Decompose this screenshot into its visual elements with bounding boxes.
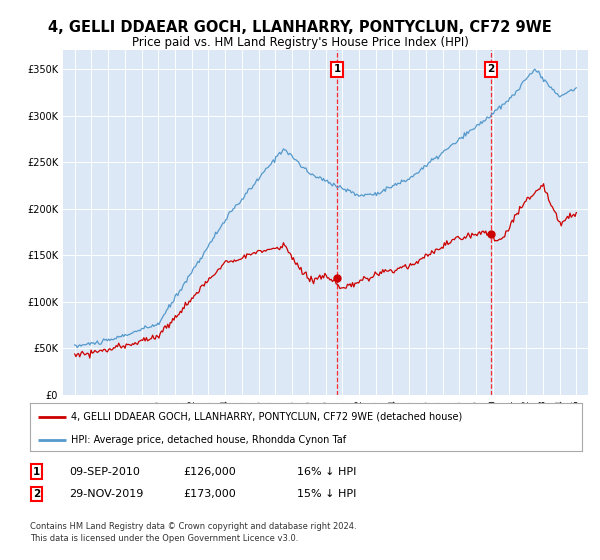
Text: 2: 2 — [488, 64, 495, 74]
Text: HPI: Average price, detached house, Rhondda Cynon Taf: HPI: Average price, detached house, Rhon… — [71, 435, 347, 445]
Text: 1: 1 — [334, 64, 341, 74]
Text: 2: 2 — [33, 489, 40, 499]
Text: Contains HM Land Registry data © Crown copyright and database right 2024.
This d: Contains HM Land Registry data © Crown c… — [30, 522, 356, 543]
Text: 09-SEP-2010: 09-SEP-2010 — [69, 466, 140, 477]
Text: 1: 1 — [33, 466, 40, 477]
Text: 15% ↓ HPI: 15% ↓ HPI — [297, 489, 356, 499]
Text: Price paid vs. HM Land Registry's House Price Index (HPI): Price paid vs. HM Land Registry's House … — [131, 36, 469, 49]
Text: 4, GELLI DDAEAR GOCH, LLANHARRY, PONTYCLUN, CF72 9WE: 4, GELLI DDAEAR GOCH, LLANHARRY, PONTYCL… — [48, 20, 552, 35]
Text: 29-NOV-2019: 29-NOV-2019 — [69, 489, 143, 499]
Text: £126,000: £126,000 — [183, 466, 236, 477]
Text: £173,000: £173,000 — [183, 489, 236, 499]
Text: 16% ↓ HPI: 16% ↓ HPI — [297, 466, 356, 477]
Text: 4, GELLI DDAEAR GOCH, LLANHARRY, PONTYCLUN, CF72 9WE (detached house): 4, GELLI DDAEAR GOCH, LLANHARRY, PONTYCL… — [71, 412, 463, 422]
